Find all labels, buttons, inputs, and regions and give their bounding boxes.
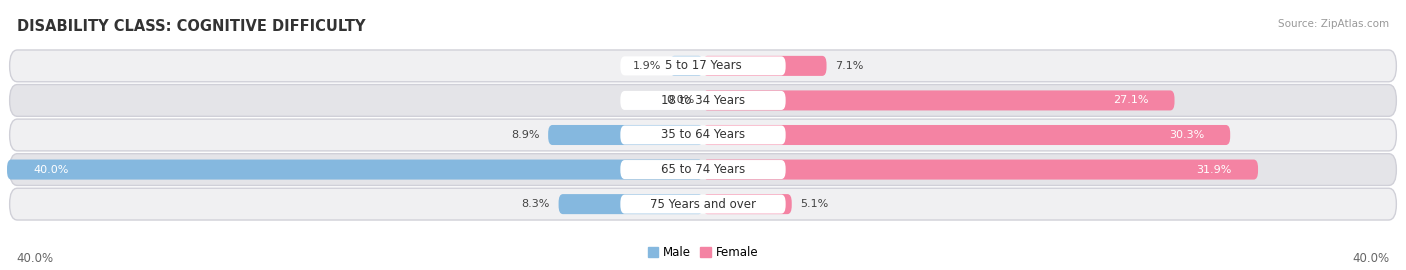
Text: 65 to 74 Years: 65 to 74 Years (661, 163, 745, 176)
Text: 18 to 34 Years: 18 to 34 Years (661, 94, 745, 107)
FancyBboxPatch shape (620, 91, 786, 110)
Text: 8.3%: 8.3% (522, 199, 550, 209)
FancyBboxPatch shape (703, 194, 792, 214)
FancyBboxPatch shape (703, 125, 1230, 145)
Text: 35 to 64 Years: 35 to 64 Years (661, 129, 745, 141)
Text: 1.9%: 1.9% (633, 61, 661, 71)
FancyBboxPatch shape (10, 154, 1396, 185)
FancyBboxPatch shape (558, 194, 703, 214)
FancyBboxPatch shape (10, 119, 1396, 151)
Text: 5.1%: 5.1% (800, 199, 828, 209)
FancyBboxPatch shape (703, 160, 1258, 180)
FancyBboxPatch shape (703, 56, 827, 76)
Text: 75 Years and over: 75 Years and over (650, 198, 756, 211)
Text: 40.0%: 40.0% (17, 252, 53, 265)
FancyBboxPatch shape (620, 195, 786, 214)
Text: 8.9%: 8.9% (510, 130, 540, 140)
FancyBboxPatch shape (620, 160, 786, 179)
Text: 7.1%: 7.1% (835, 61, 863, 71)
FancyBboxPatch shape (10, 188, 1396, 220)
Text: DISABILITY CLASS: COGNITIVE DIFFICULTY: DISABILITY CLASS: COGNITIVE DIFFICULTY (17, 19, 366, 34)
FancyBboxPatch shape (10, 50, 1396, 82)
FancyBboxPatch shape (620, 126, 786, 144)
FancyBboxPatch shape (620, 56, 786, 75)
Text: 31.9%: 31.9% (1197, 164, 1232, 175)
Text: 40.0%: 40.0% (1353, 252, 1389, 265)
FancyBboxPatch shape (10, 85, 1396, 116)
FancyBboxPatch shape (7, 160, 703, 180)
Text: 30.3%: 30.3% (1168, 130, 1204, 140)
FancyBboxPatch shape (548, 125, 703, 145)
Text: 27.1%: 27.1% (1114, 95, 1149, 106)
FancyBboxPatch shape (703, 90, 1174, 110)
Text: 40.0%: 40.0% (34, 164, 69, 175)
Text: 5 to 17 Years: 5 to 17 Years (665, 59, 741, 72)
Legend: Male, Female: Male, Female (643, 241, 763, 264)
Text: Source: ZipAtlas.com: Source: ZipAtlas.com (1278, 19, 1389, 29)
Text: 0.0%: 0.0% (666, 95, 695, 106)
FancyBboxPatch shape (669, 56, 703, 76)
